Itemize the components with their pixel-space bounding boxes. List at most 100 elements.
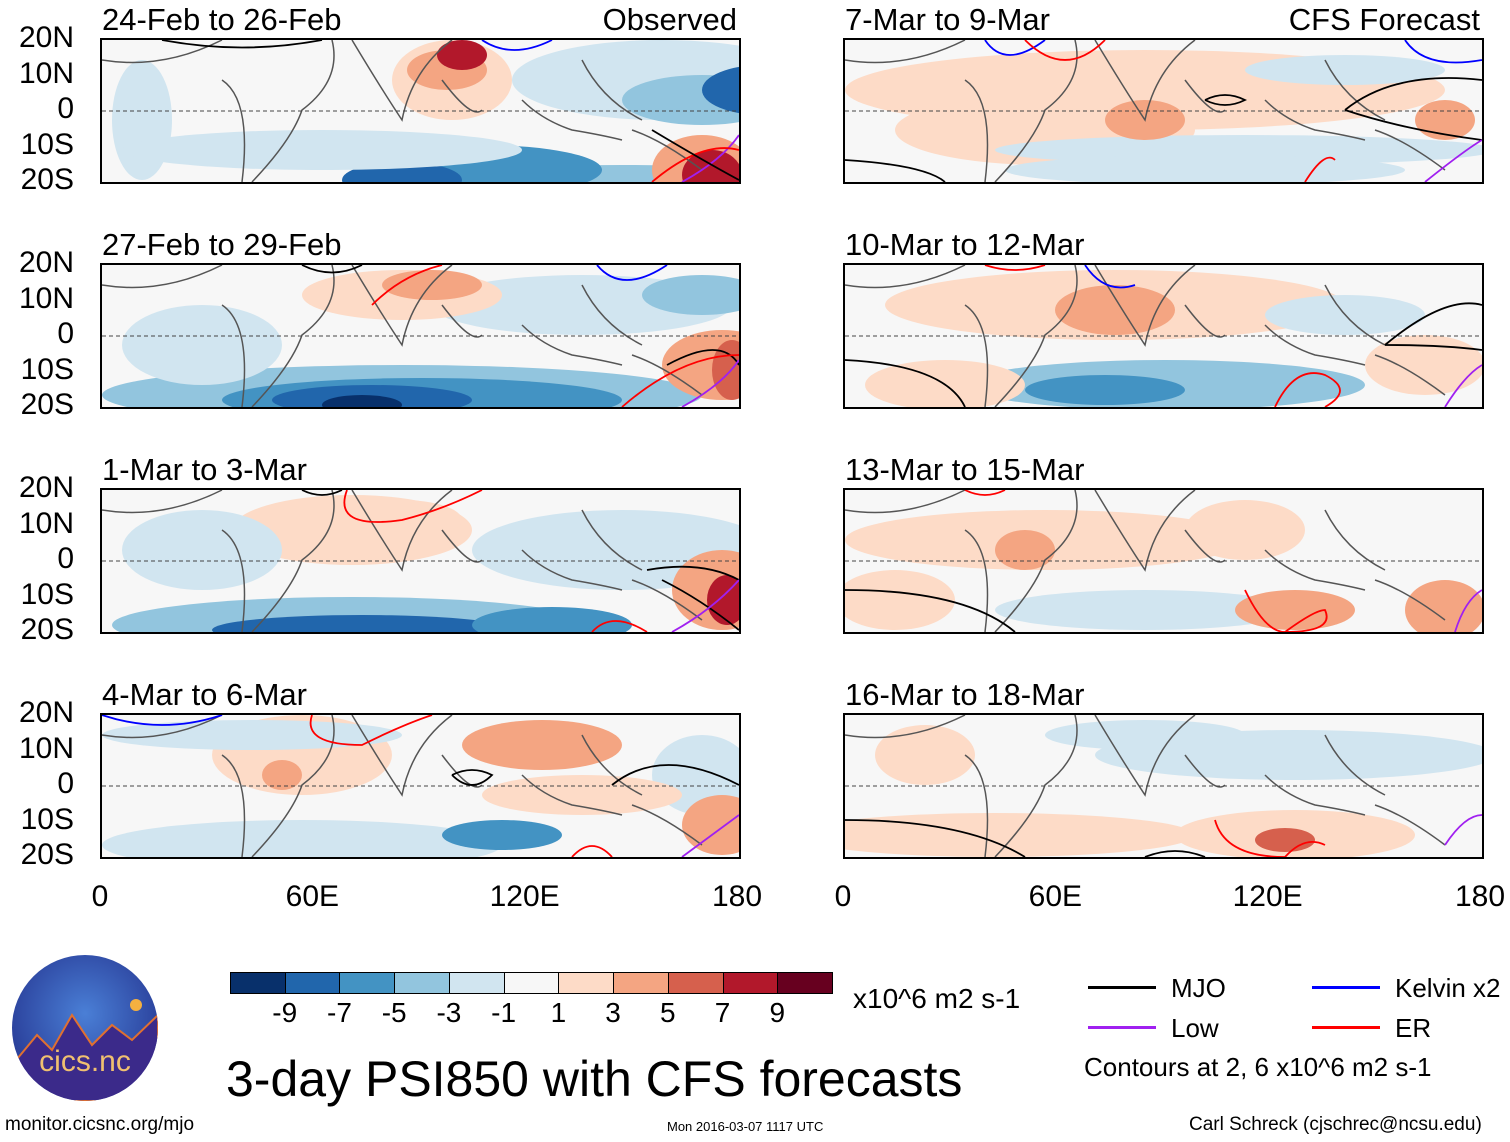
anomaly-shading xyxy=(462,720,622,770)
colorbar-label: 5 xyxy=(660,997,676,1028)
wave-contour xyxy=(1084,265,1136,289)
lat-tick-label: 10N xyxy=(18,731,74,765)
lon-tick-label: 120E xyxy=(1232,880,1303,913)
lat-tick-label: 20N xyxy=(18,696,74,729)
wave-contour xyxy=(451,769,494,786)
wave-contour xyxy=(1444,814,1482,846)
colorbar-swatch xyxy=(230,972,286,994)
wave-contour xyxy=(1454,589,1482,632)
anomaly-shading xyxy=(122,305,282,385)
wave-contour xyxy=(845,589,1016,632)
wave-contour xyxy=(301,265,363,274)
colorbar-swatch xyxy=(722,972,779,994)
wave-contour xyxy=(1404,40,1482,64)
lat-tick-label: 10N xyxy=(18,281,74,315)
anomaly-shading xyxy=(875,725,975,785)
wave-contour xyxy=(611,764,739,786)
footer-author: Carl Schreck (cjschrec@ncsu.edu) xyxy=(1189,1114,1482,1135)
colorbar-swatch xyxy=(558,972,615,994)
wave-contour xyxy=(1384,302,1482,346)
lat-tick-label: 10S xyxy=(20,352,74,386)
anomaly-shading xyxy=(122,130,522,170)
wave-contour xyxy=(1274,372,1341,407)
wave-contour xyxy=(666,349,739,366)
wave-contour xyxy=(596,265,668,281)
wave-contour xyxy=(661,579,739,631)
anomaly-shading xyxy=(482,775,682,815)
map-panel-left1 xyxy=(100,263,741,409)
lat-tick-label: 20S xyxy=(20,388,74,421)
lon-tick-label: 180 xyxy=(711,880,763,913)
cics-logo: cics.nc xyxy=(12,955,158,1101)
wave-contour xyxy=(1344,109,1482,141)
wave-contour xyxy=(984,265,1046,271)
legend-line-swatch xyxy=(1088,986,1156,989)
lat-tick-label: 20N xyxy=(18,21,74,54)
wave-contour xyxy=(371,265,443,306)
observed-label: Observed xyxy=(602,2,737,37)
colorbar-label: -3 xyxy=(436,997,462,1028)
coastline xyxy=(845,715,1446,857)
colorbar-swatch xyxy=(284,972,341,994)
wave-contour xyxy=(1204,94,1248,106)
wave-contour xyxy=(1244,589,1328,632)
wave-contour xyxy=(646,565,739,581)
wave-contour xyxy=(1384,344,1482,351)
main-title: 3-day PSI850 with CFS forecasts xyxy=(226,1051,963,1107)
anomaly-shading xyxy=(1045,720,1245,750)
map-panel-right1 xyxy=(843,263,1484,409)
map-panel-left3 xyxy=(100,713,741,859)
map-panel-right2 xyxy=(843,488,1484,634)
lon-tick-label: 60E xyxy=(1028,880,1083,913)
wave-contour xyxy=(651,147,739,182)
wave-contour xyxy=(343,490,483,523)
coastline xyxy=(102,40,703,182)
anomaly-shading xyxy=(1055,285,1175,335)
legend-label: MJO xyxy=(1171,973,1226,1003)
wave-contour xyxy=(1424,139,1482,182)
wave-contour xyxy=(671,579,739,632)
wave-contour xyxy=(984,40,1046,56)
colorbar-label: -9 xyxy=(272,997,298,1028)
colorbar-swatch xyxy=(503,972,560,994)
wave-contour xyxy=(651,129,739,181)
panel-title: 27-Feb to 29-Feb xyxy=(102,227,342,262)
anomaly-shading xyxy=(1255,828,1315,852)
anomaly-shading xyxy=(472,607,632,632)
wave-contour xyxy=(964,490,1006,496)
lat-tick-label: 10S xyxy=(20,127,74,161)
anomaly-shading xyxy=(442,820,562,850)
anomaly-shading xyxy=(1185,500,1305,560)
anomaly-shading xyxy=(472,510,739,590)
forecast-label: CFS Forecast xyxy=(1288,2,1480,37)
colorbar-swatch xyxy=(777,972,833,994)
legend-line-swatch xyxy=(1312,1026,1380,1029)
map-panel-right3 xyxy=(843,713,1484,859)
legend-label: ER xyxy=(1395,1013,1432,1043)
panel-title: 13-Mar to 15-Mar xyxy=(845,452,1085,487)
colorbar-label: 1 xyxy=(550,997,567,1028)
coastline xyxy=(845,40,1446,182)
anomaly-shading xyxy=(212,615,512,632)
anomaly-shading xyxy=(1005,155,1405,182)
lat-tick-label: 20N xyxy=(18,471,74,504)
anomaly-shading xyxy=(642,275,739,315)
coastline xyxy=(845,490,1446,632)
colorbar-label: -7 xyxy=(327,997,352,1028)
wave-contour xyxy=(1144,850,1206,857)
wave-contour xyxy=(1304,156,1336,182)
wave-contour xyxy=(845,819,1026,857)
colorbar-swatch xyxy=(613,972,669,994)
anomaly-shading xyxy=(1235,590,1355,630)
lon-tick-label: 120E xyxy=(489,880,560,913)
coastline xyxy=(102,715,703,857)
colorbar-label: -5 xyxy=(381,997,407,1028)
colorbar-label: 9 xyxy=(769,997,786,1028)
footer-url[interactable]: monitor.cicsnc.org/mjo xyxy=(5,1114,195,1135)
lon-tick-label: 180 xyxy=(1454,880,1506,913)
colorbar-units: x10^6 m2 s-1 xyxy=(853,983,1021,1014)
panel-title: 16-Mar to 18-Mar xyxy=(845,677,1085,712)
wave-contour xyxy=(309,715,433,746)
colorbar-label: 3 xyxy=(605,997,621,1028)
